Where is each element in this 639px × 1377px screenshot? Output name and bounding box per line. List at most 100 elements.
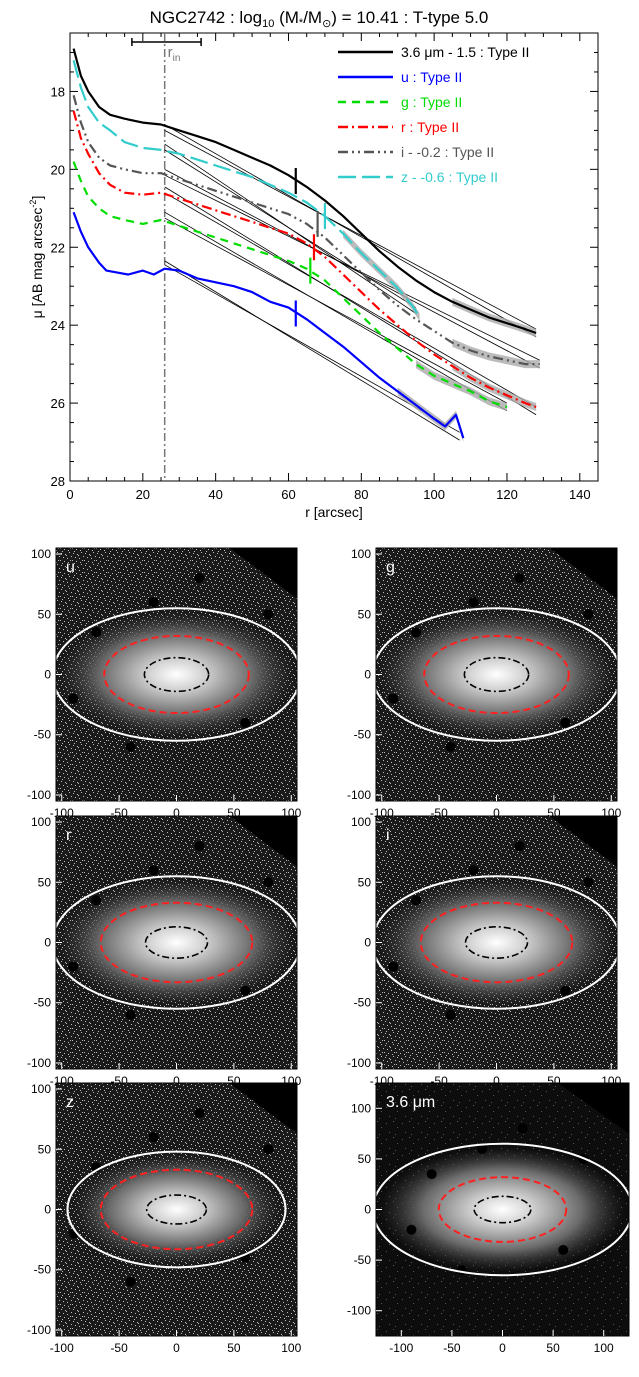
fit-line [164,260,460,441]
x-tick-label: -50 [443,1341,461,1355]
y-tick-label: 50 [38,1142,52,1156]
fit-line [164,192,537,408]
galaxy-glow [378,879,615,1006]
y-tick-label: 50 [358,1152,372,1166]
y-tick-label: 100 [351,815,371,829]
x-tick-label: 140 [569,487,591,502]
masked-star [445,1009,456,1020]
inner-ellipse [463,656,530,693]
masked-corner [549,816,617,867]
plot-area [72,48,540,443]
x-tick-label: 0 [173,806,180,820]
masked-star [194,573,205,584]
y-tick-label: -50 [34,1263,52,1277]
masked-corner [549,548,617,599]
masked-star [240,985,251,996]
masked-star [148,597,159,608]
y-tick-label: 100 [31,815,51,829]
inner-ellipse [473,1195,532,1224]
panel-label: g [386,559,395,576]
legend-entry: z - -0.6 : Type II [401,169,498,185]
break-ellipse [99,1168,254,1251]
masked-corner [558,1083,629,1134]
y-tick-label: -50 [354,728,372,742]
y-tick-label: -100 [27,1056,51,1070]
masked-star [517,1123,528,1134]
legend-entry: i - -0.2 : Type II [401,144,494,160]
y-tick-label: 0 [364,1203,371,1217]
outer-ellipse [56,607,297,742]
masked-star [148,865,159,876]
x-tick-label: 0 [173,1341,180,1355]
x-tick-label: -50 [110,1341,128,1355]
masked-star [583,877,594,888]
masked-star [468,597,479,608]
x-tick-label: 40 [208,487,222,502]
galaxy-glow [58,611,295,738]
y-tick-label: 50 [38,607,52,621]
legend-entry: g : Type II [401,94,462,110]
masked-star [583,609,594,620]
x-axis-label: r [arcsec] [305,504,363,520]
legend-entry: r : Type II [401,119,459,135]
break-ellipse [419,901,574,984]
y-tick-label: 26 [51,396,65,411]
masked-corner [229,816,297,867]
break-ellipse [99,901,254,984]
y-tick-label: -100 [347,788,371,802]
masked-star [194,841,205,852]
panel-image [376,816,617,1069]
masked-star [125,1009,136,1020]
galaxy-glow [378,611,615,738]
x-tick-label: 0 [66,487,73,502]
x-tick-label: 0 [493,806,500,820]
outer-ellipse [376,607,617,742]
y-tick-label: -50 [34,728,52,742]
outer-ellipse [376,1142,629,1277]
break-ellipse [423,634,570,715]
masked-corner [229,548,297,599]
x-tick-label: 60 [281,487,295,502]
break-ellipse [437,1176,568,1243]
galaxy-glow [379,1147,626,1272]
y-tick-label: 100 [31,547,51,561]
inner-ellipse [464,926,529,959]
x-tick-label: 100 [281,1341,301,1355]
y-tick-label: 18 [51,84,65,99]
masked-star [477,1143,488,1154]
fit-line [164,130,537,330]
panel-image [376,548,617,801]
masked-star [411,895,422,906]
y-tick-label: 50 [358,607,372,621]
masked-star [558,1244,569,1255]
legend-entry: 3.6 μm - 1.5 : Type II [401,44,529,60]
masked-star [263,609,274,620]
masked-star [91,627,102,638]
y-tick-label: 0 [44,1203,51,1217]
error-band [452,338,540,369]
masked-star [68,961,79,972]
y-axis-label: μ [AB mag arcsec-2] [28,196,45,319]
masked-star [514,841,525,852]
panel-label: z [66,1094,74,1111]
y-tick-label: 24 [51,318,65,333]
outer-ellipse [56,875,297,1010]
masked-star [406,1224,417,1235]
y-tick-label: -100 [347,1056,371,1070]
panel-label: u [66,559,75,576]
y-tick-label: 100 [31,1082,51,1096]
x-tick-label: 0 [493,1074,500,1088]
series-line-0 [72,48,537,335]
y-tick-label: 0 [364,936,371,950]
fit-line [164,168,540,369]
masked-star [388,693,399,704]
masked-star [560,985,571,996]
x-tick-label: 0 [173,1074,180,1088]
fit-line [164,124,537,338]
series-line-4 [72,95,540,366]
series-line-3 [72,110,537,409]
masked-star [560,717,571,728]
x-tick-label: 50 [546,1341,560,1355]
